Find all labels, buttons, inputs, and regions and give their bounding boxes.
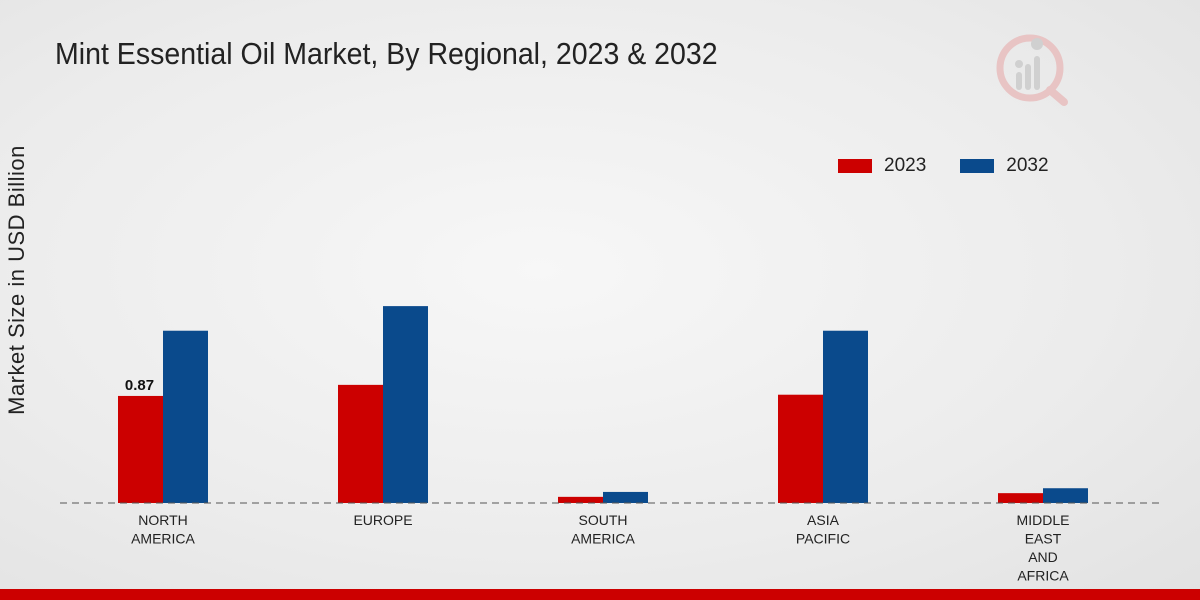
x-tick-label-3: ASIA PACIFIC <box>796 512 850 547</box>
x-tick-label-line: EUROPE <box>353 512 412 528</box>
x-tick-label-line: SOUTH <box>579 512 628 528</box>
brand-logo-icon <box>996 34 1068 106</box>
x-tick-label-line: EAST <box>1025 531 1062 547</box>
bottom-accent-bar <box>0 589 1200 600</box>
legend-swatch-2023 <box>838 159 872 173</box>
legend-item-2023: 2023 <box>838 155 926 177</box>
bar-2032-3 <box>823 330 868 503</box>
bar-2023-4 <box>998 493 1043 503</box>
x-tick-label-2: SOUTH AMERICA <box>571 512 635 547</box>
x-tick-label-line: AND <box>1028 549 1058 565</box>
chart-title: Mint Essential Oil Market, By Regional, … <box>55 36 718 71</box>
data-label-0-0: 0.87 <box>125 377 154 394</box>
bar-2032-1 <box>383 306 428 503</box>
bar-2032-2 <box>603 491 648 503</box>
x-tick-label-line: MIDDLE <box>1017 512 1070 528</box>
x-tick-label-line: ASIA <box>807 512 840 528</box>
bar-2023-3 <box>778 394 823 503</box>
bar-2023-1 <box>338 384 383 503</box>
legend-label-2032: 2032 <box>1006 155 1049 176</box>
x-tick-label-4: MIDDLE EAST AND AFRICA <box>1017 512 1070 584</box>
x-tick-label-0: NORTH AMERICA <box>131 512 195 547</box>
legend: 2023 2032 <box>838 155 1083 177</box>
x-tick-label-line: NORTH <box>138 512 188 528</box>
bar-2032-0 <box>163 330 208 503</box>
x-tick-label-1: EUROPE <box>353 512 412 528</box>
x-tick-label-line: AFRICA <box>1017 568 1069 584</box>
bar-2023-2 <box>558 496 603 503</box>
x-tick-label-line: PACIFIC <box>796 531 850 547</box>
x-tick-label-line: AMERICA <box>571 531 635 547</box>
legend-swatch-2032 <box>960 159 995 173</box>
bar-2023-0 <box>118 395 163 503</box>
bar-2032-4 <box>1043 488 1088 503</box>
x-tick-label-line: AMERICA <box>131 531 195 547</box>
legend-item-2032: 2032 <box>960 155 1049 177</box>
legend-label-2023: 2023 <box>884 155 927 176</box>
